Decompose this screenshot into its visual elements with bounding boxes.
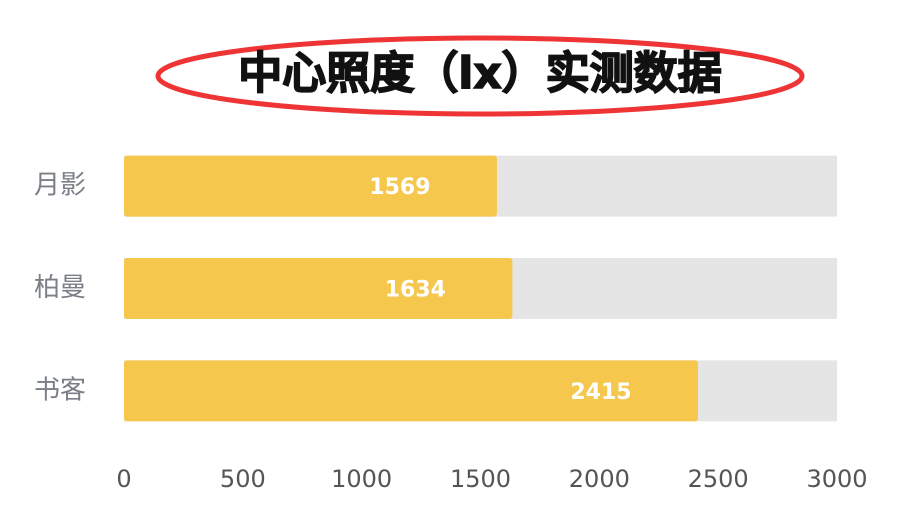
x-tick-label: 2500 <box>688 465 749 493</box>
value-label: 1569 <box>369 175 430 200</box>
y-tick-label: 书客 <box>34 375 86 405</box>
x-tick-label: 500 <box>220 465 266 493</box>
title-ellipse <box>155 35 805 117</box>
x-tick-label: 0 <box>116 465 131 493</box>
x-tick-label: 1500 <box>450 465 511 493</box>
bar <box>124 360 698 422</box>
chart-title: 中心照度（lx）实测数据 <box>238 48 721 99</box>
x-tick-label: 3000 <box>806 465 867 493</box>
y-tick-label: 柏曼 <box>34 273 86 303</box>
value-label: 2415 <box>570 380 631 405</box>
value-label: 1634 <box>385 278 446 303</box>
x-tick-label: 1000 <box>331 465 392 493</box>
y-tick-label: 月影 <box>34 171 86 201</box>
x-tick-label: 2000 <box>569 465 630 493</box>
bar <box>124 155 497 217</box>
bar <box>124 258 513 319</box>
